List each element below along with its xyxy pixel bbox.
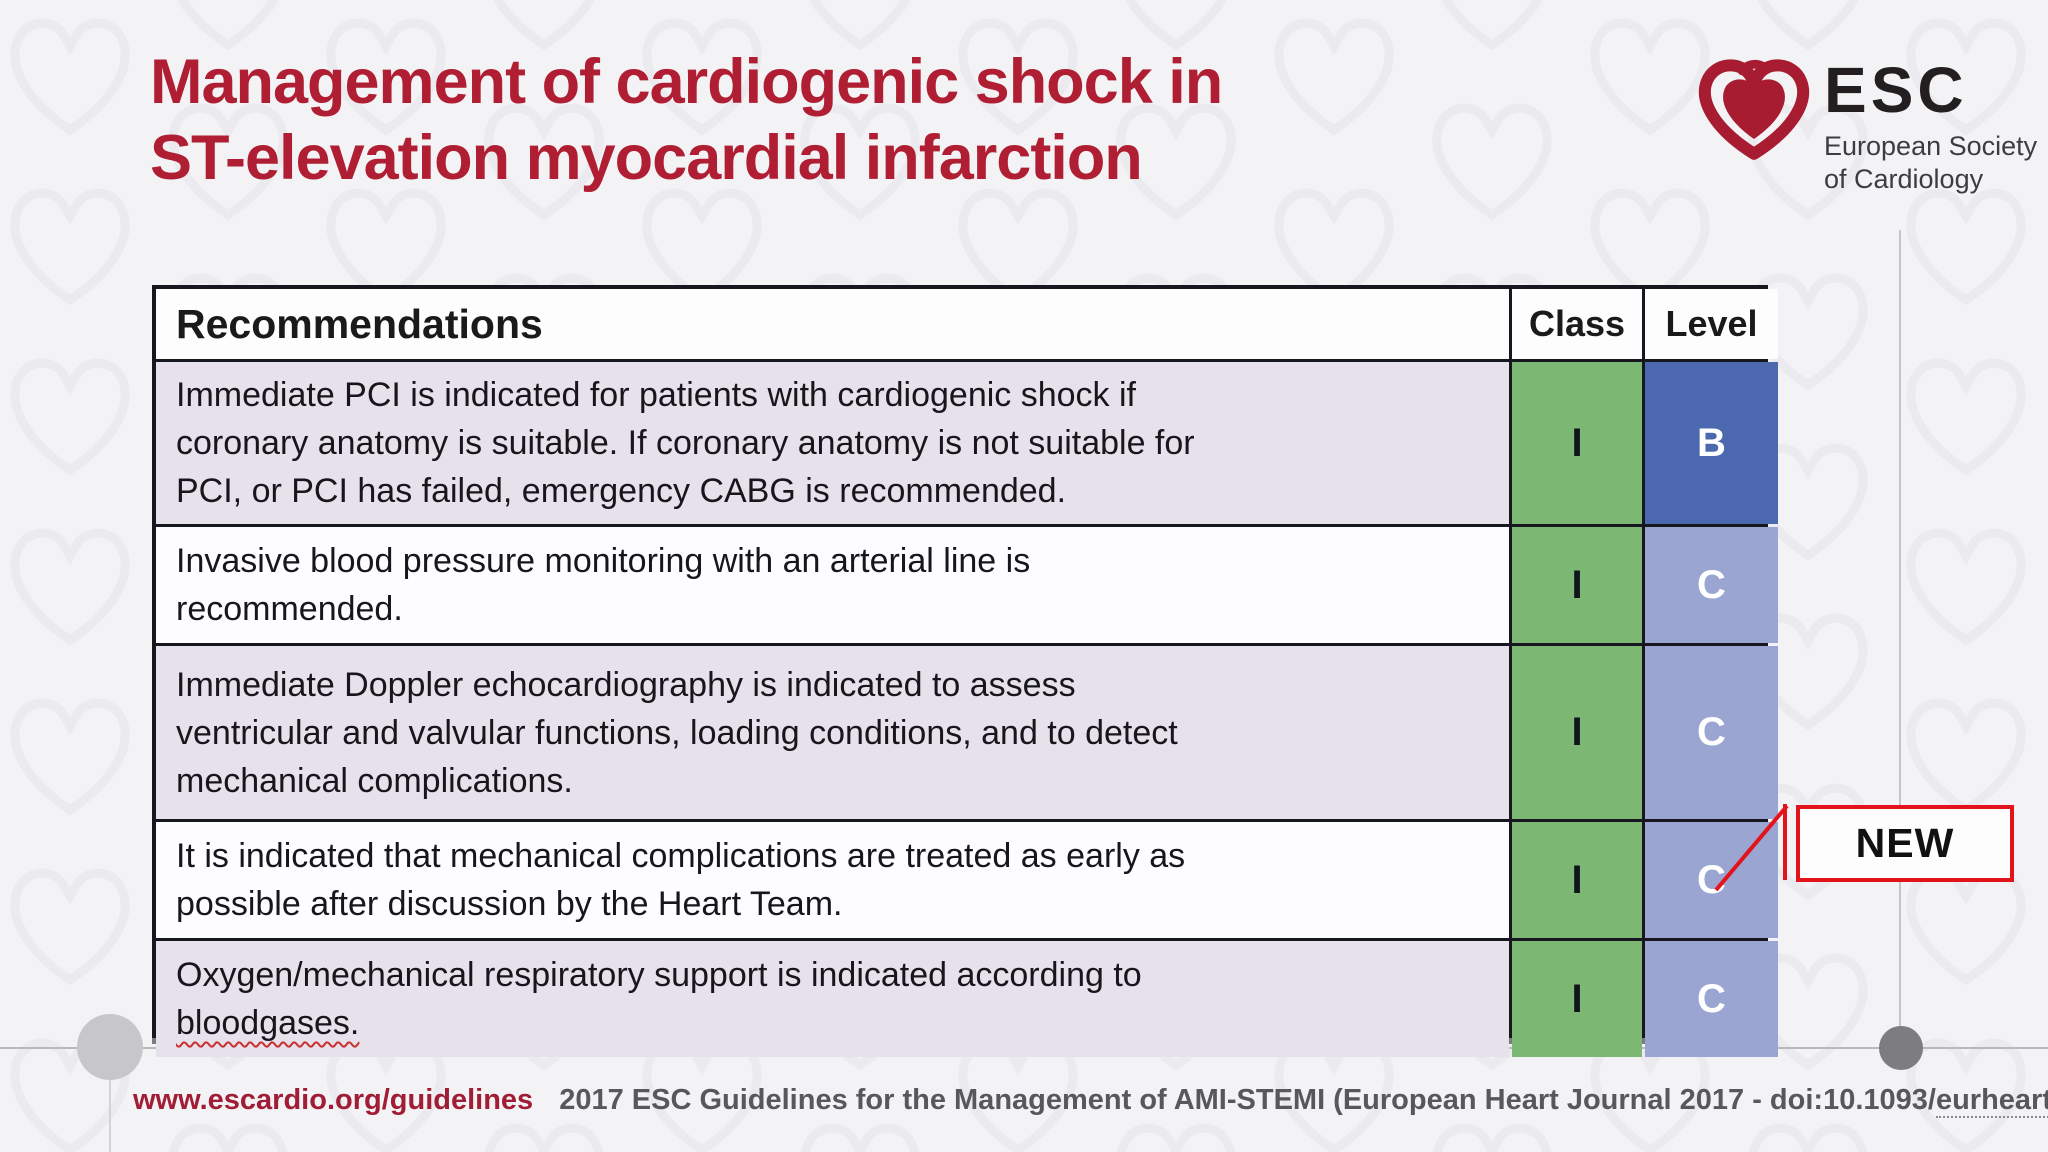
table-row-5-class: I [1512,941,1642,1057]
column-header-level: Level [1645,289,1778,359]
left-bottom-vertical-guide-line [109,1048,111,1152]
recommendation-misspelled-word: bloodgases. [176,1004,360,1042]
recommendation-text: Immediate Doppler echocardiography is in… [176,665,1178,800]
table-row-4-recommendation: It is indicated that mechanical complica… [156,822,1509,938]
table-row-3-recommendation: Immediate Doppler echocardiography is in… [156,646,1509,819]
table-row-3-class: I [1512,646,1642,819]
recommendation-text-part: Oxygen/mechanical respiratory support is… [176,956,1142,994]
recommendation-text: It is indicated that mechanical complica… [176,837,1186,923]
footer-guidelines-link: www.escardio.org/guidelines [133,1084,534,1116]
footer-citation-pre: 2017 ESC Guidelines for the Management o… [559,1084,1936,1116]
table-row-1-level: B [1645,362,1778,524]
column-header-recommendations: Recommendations [156,289,1509,359]
esc-subtitle: European Society of Cardiology [1824,130,2037,196]
table-row-1-class: I [1512,362,1642,524]
page-title-line2: ST-elevation myocardial infarction [150,123,1143,193]
table-row-5-level: C [1645,941,1778,1057]
table-row-4-class: I [1512,822,1642,938]
page-title-line1: Management of cardiogenic shock in [150,47,1223,117]
recommendation-text: Immediate PCI is indicated for patients … [176,376,1195,510]
right-rule-dot [1879,1026,1923,1070]
recommendation-text: Oxygen/mechanical respiratory support is… [176,951,1142,1047]
table-row-2-class: I [1512,527,1642,643]
recommendations-table: Recommendations Class Level Immediate PC… [152,285,1778,1057]
esc-subtitle-line1: European Society [1824,131,2038,161]
left-rule-dot [77,1014,143,1080]
right-vertical-guide-line [1899,230,1901,1048]
table-row-1-recommendation: Immediate PCI is indicated for patients … [156,362,1509,524]
table-row-5-recommendation: Oxygen/mechanical respiratory support is… [156,941,1509,1057]
new-badge: NEW [1796,805,2014,882]
esc-subtitle-line2: of Cardiology [1824,164,1984,194]
column-header-class: Class [1512,289,1642,359]
footer-citation: 2017 ESC Guidelines for the Management o… [559,1084,2048,1118]
esc-logo-text: ESC European Society of Cardiology [1824,52,2037,196]
esc-heart-icon [1698,59,1810,160]
table-row-4-level: C [1645,822,1778,938]
esc-logo: ESC European Society of Cardiology [1694,52,2037,196]
recommendation-text: Invasive blood pressure monitoring with … [176,542,1031,628]
table-row-2-recommendation: Invasive blood pressure monitoring with … [156,527,1509,643]
table-row-2-level: C [1645,527,1778,643]
page-title: Management of cardiogenic shock in ST-el… [150,44,1223,196]
footer-citation-journal-word: eurheartj [1935,1084,2048,1118]
esc-acronym: ESC [1824,54,1968,126]
table-row-3-level: C [1645,646,1778,819]
footer: www.escardio.org/guidelines 2017 ESC Gui… [133,1084,2048,1118]
